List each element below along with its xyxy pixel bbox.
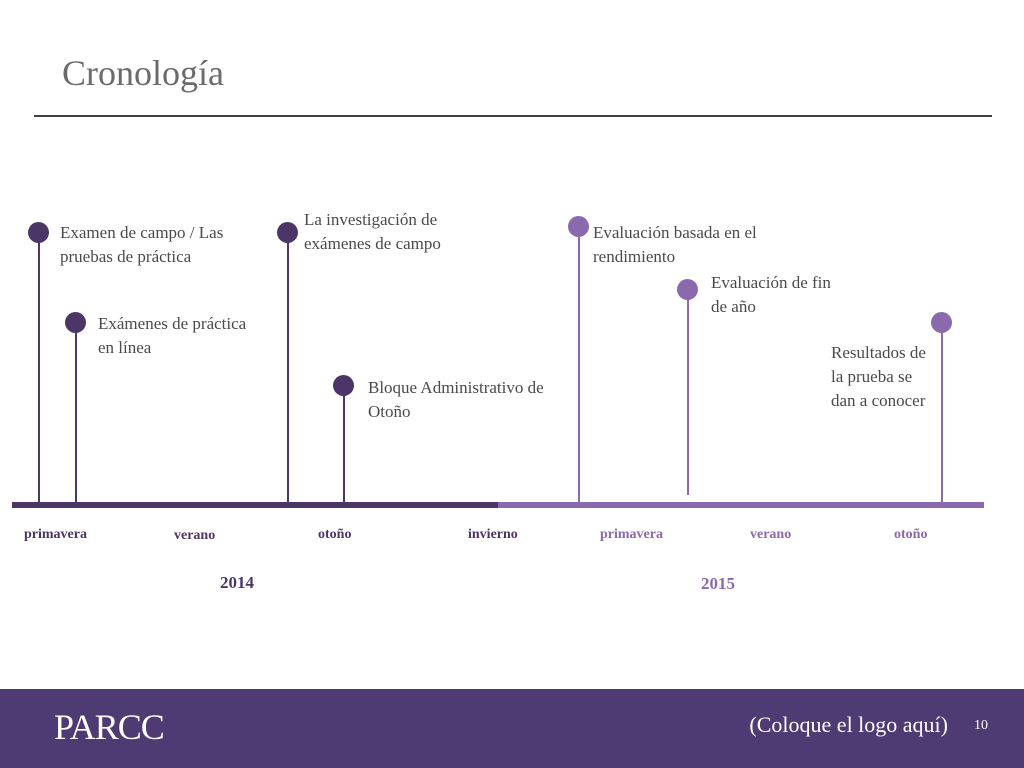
timeline-segment-2015 <box>498 502 984 508</box>
parcc-logo: PARCC <box>54 707 165 747</box>
event-label: Bloque Administrativo de Otoño <box>368 378 544 421</box>
season-label: primavera <box>24 527 87 542</box>
event-label: Evaluación basada en el rendimiento <box>593 223 757 266</box>
timeline-segment-2014 <box>12 502 498 508</box>
title-divider <box>34 115 992 117</box>
year-label: 2015 <box>701 574 735 593</box>
event-marker <box>28 222 49 243</box>
event-stem <box>687 290 689 495</box>
event-marker <box>333 375 354 396</box>
season-label: otoño <box>894 527 928 542</box>
event-label: Resultados de la prueba se dan a conocer <box>831 343 926 410</box>
season-label: otoño <box>318 527 352 542</box>
event-marker <box>277 222 298 243</box>
event-stem <box>38 233 40 503</box>
event-stem <box>578 227 580 502</box>
slide-title: Cronología <box>62 53 224 93</box>
event-marker <box>931 312 952 333</box>
event-label: Evaluación de fin de año <box>711 273 831 316</box>
event-marker <box>568 216 589 237</box>
season-label: verano <box>750 527 792 542</box>
year-label: 2014 <box>220 573 254 592</box>
event-label: Examen de campo / Las pruebas de práctic… <box>60 223 224 266</box>
season-label: invierno <box>468 527 518 542</box>
event-label: La investigación de exámenes de campo <box>304 210 441 253</box>
logo-placeholder-text: (Coloque el logo aquí) <box>749 712 948 737</box>
event-marker <box>65 312 86 333</box>
page-number: 10 <box>974 718 988 733</box>
event-stem <box>75 323 77 503</box>
event-label: Exámenes de práctica en línea <box>98 314 247 357</box>
event-stem <box>343 386 345 503</box>
footer-bar <box>0 689 1024 768</box>
season-label: primavera <box>600 527 663 542</box>
event-stem <box>941 323 943 502</box>
event-marker <box>677 279 698 300</box>
event-stem <box>287 233 289 503</box>
season-label: verano <box>174 528 216 543</box>
